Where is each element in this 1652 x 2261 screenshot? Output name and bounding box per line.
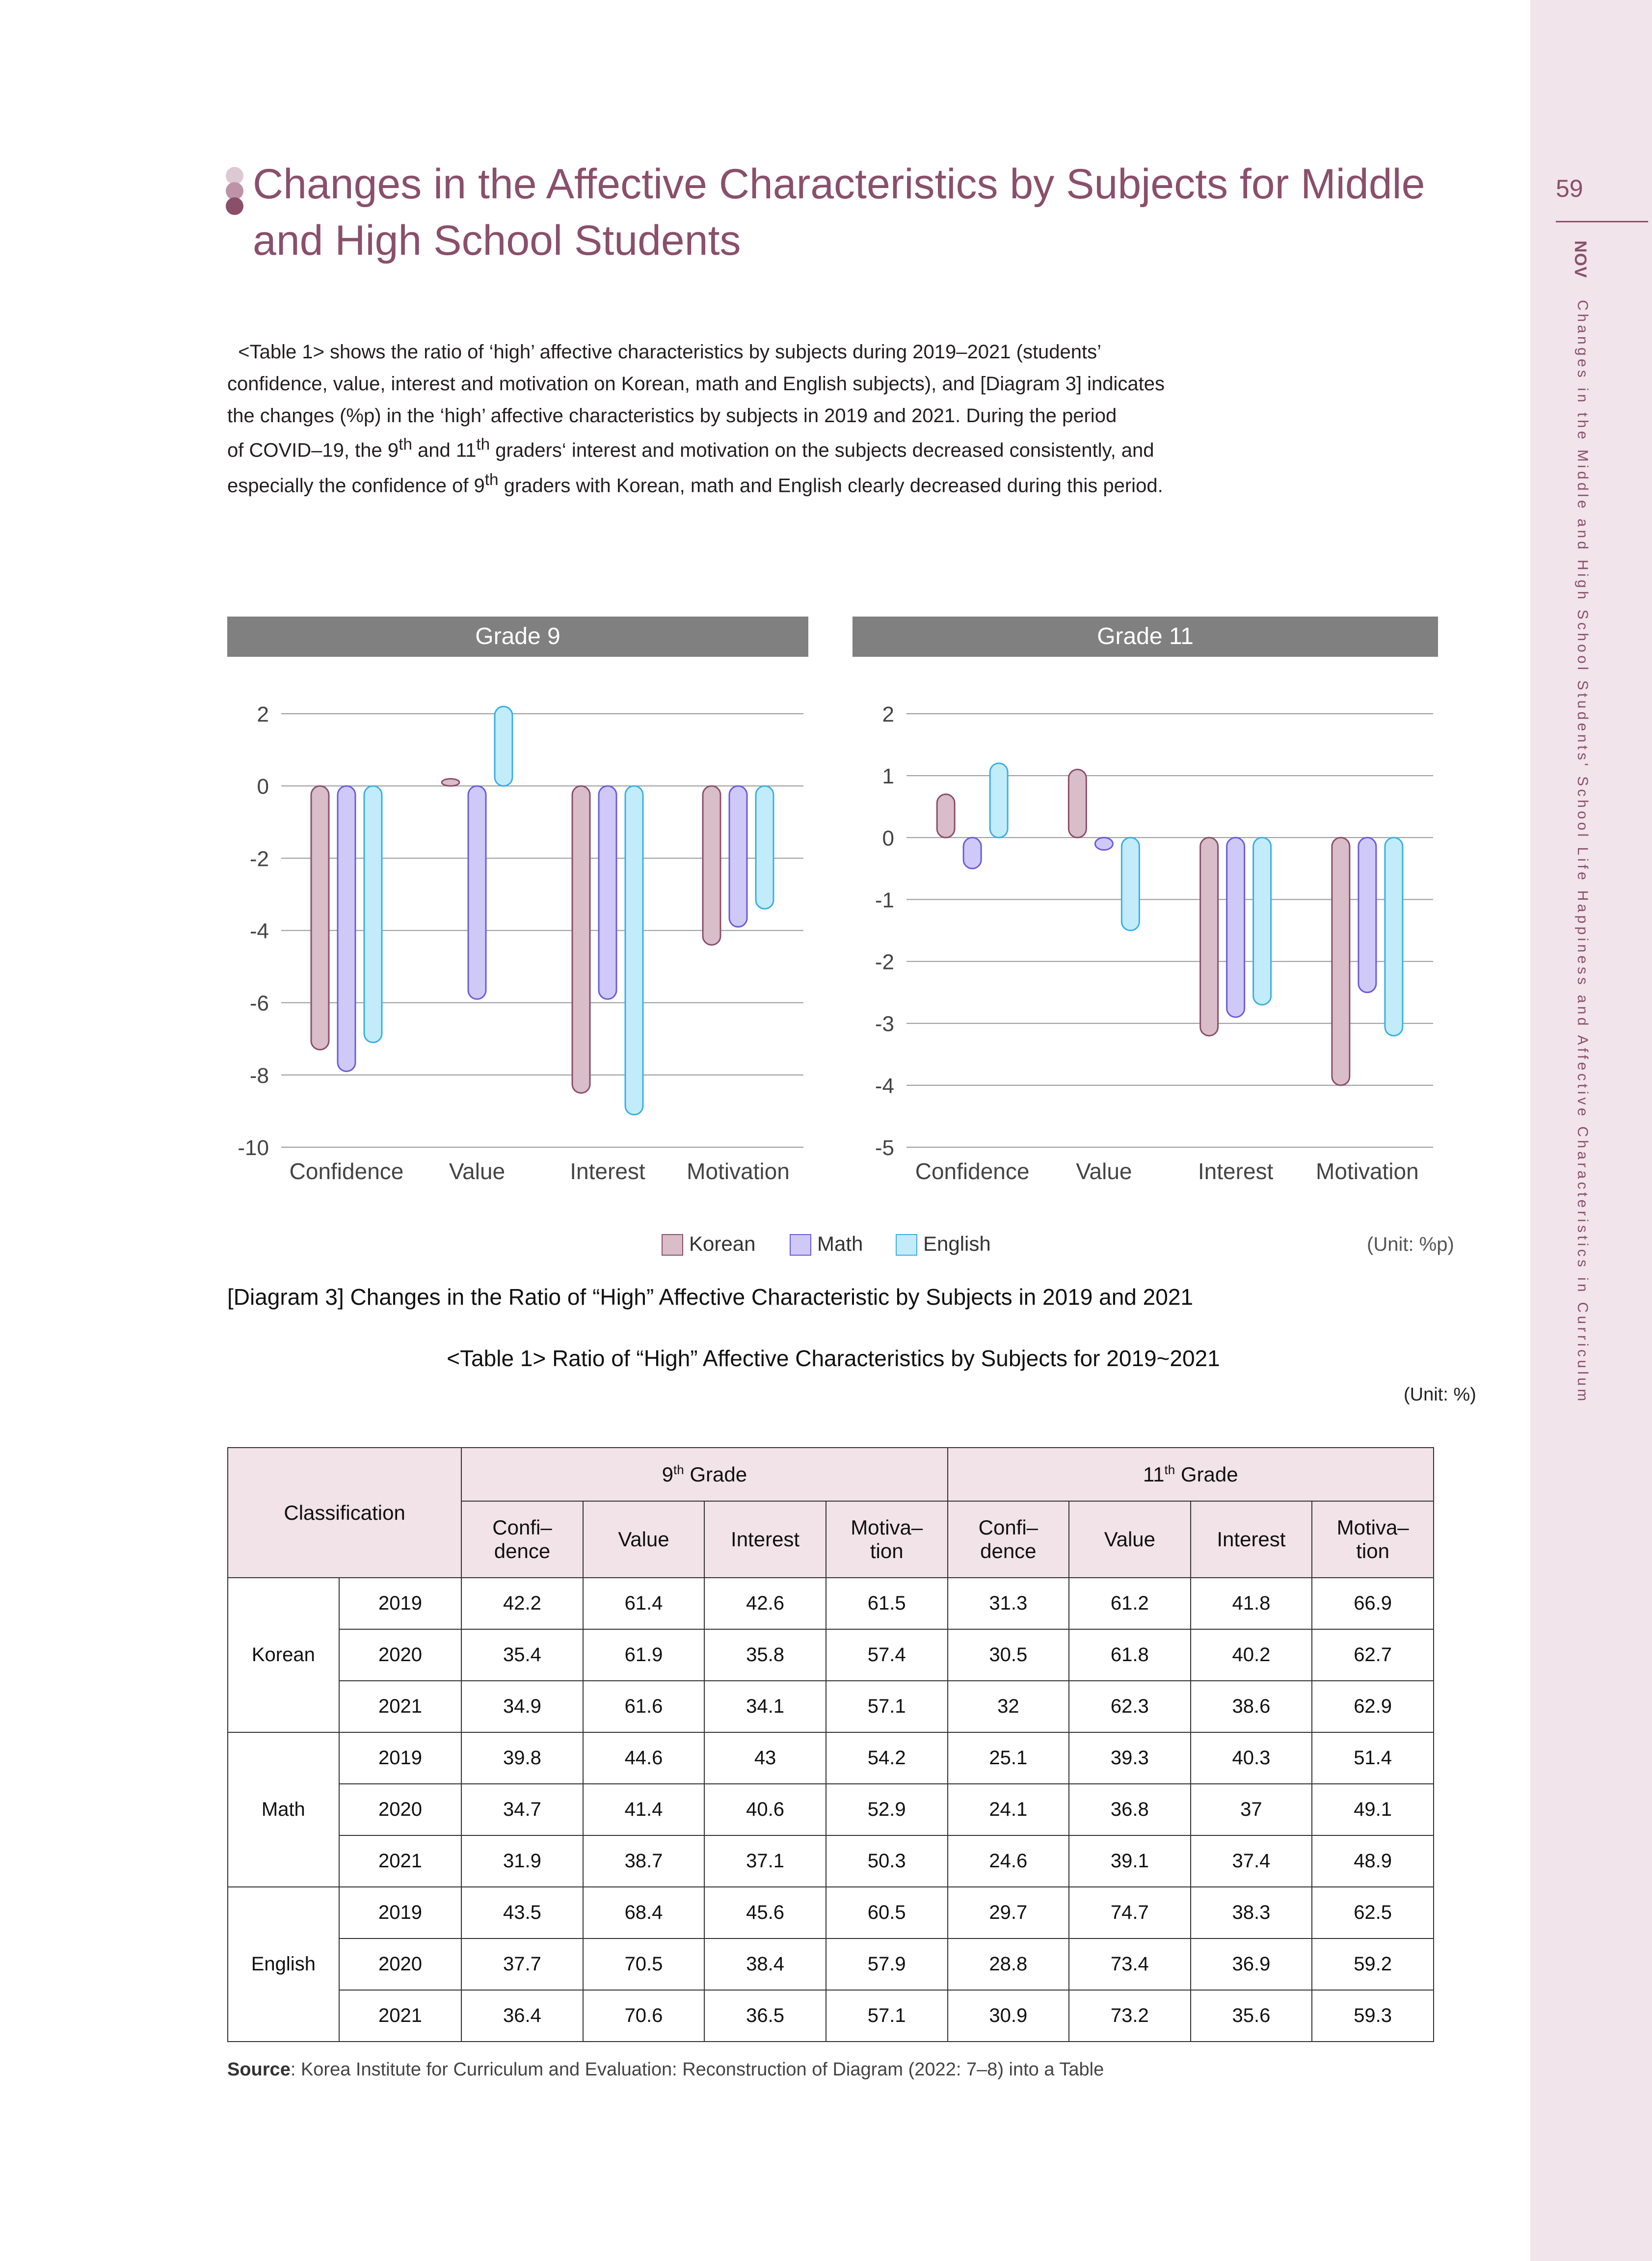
- svg-text:-8: -8: [250, 1064, 269, 1088]
- svg-text:Interest: Interest: [570, 1158, 645, 1184]
- svg-text:2: 2: [257, 702, 269, 727]
- svg-text:-3: -3: [875, 1012, 894, 1036]
- svg-text:2: 2: [882, 702, 894, 727]
- svg-text:Motivation: Motivation: [1316, 1158, 1419, 1184]
- svg-text:-1: -1: [875, 888, 894, 912]
- svg-text:-2: -2: [875, 950, 894, 974]
- svg-text:Interest: Interest: [1198, 1158, 1274, 1184]
- svg-text:-4: -4: [250, 919, 269, 943]
- svg-text:-6: -6: [250, 992, 269, 1016]
- svg-text:Value: Value: [449, 1158, 505, 1184]
- svg-text:Confidence: Confidence: [290, 1158, 404, 1184]
- svg-text:0: 0: [882, 826, 894, 850]
- svg-text:-5: -5: [875, 1136, 894, 1160]
- svg-text:Confidence: Confidence: [915, 1158, 1030, 1184]
- svg-text:Value: Value: [1076, 1158, 1132, 1184]
- svg-text:-2: -2: [250, 847, 269, 871]
- svg-text:Motivation: Motivation: [687, 1158, 790, 1184]
- svg-text:-4: -4: [875, 1074, 894, 1098]
- svg-text:1: 1: [882, 764, 894, 788]
- svg-text:0: 0: [257, 775, 269, 799]
- svg-text:-10: -10: [238, 1136, 269, 1160]
